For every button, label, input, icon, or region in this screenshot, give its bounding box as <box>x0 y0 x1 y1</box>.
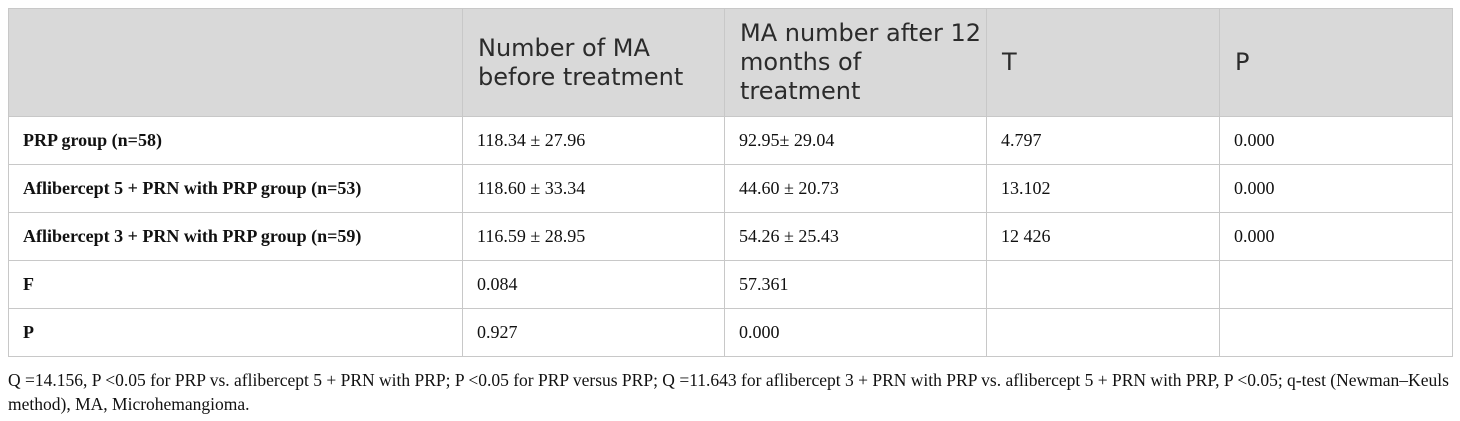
results-table: Number of MA before treatment MA number … <box>8 8 1453 357</box>
table-row: Aflibercept 5 + PRN with PRP group (n=53… <box>8 164 1453 213</box>
header-cell-ma-before: Number of MA before treatment <box>462 8 725 117</box>
table-row: PRP group (n=58) 118.34 ± 27.96 92.95± 2… <box>8 116 1453 165</box>
table-cell <box>986 260 1220 309</box>
table-row: P 0.927 0.000 <box>8 308 1453 357</box>
table-row: Aflibercept 3 + PRN with PRP group (n=59… <box>8 212 1453 261</box>
table-cell: 116.59 ± 28.95 <box>462 212 725 261</box>
header-cell-ma-after: MA number after 12 months of treatment <box>724 8 987 117</box>
header-cell-group <box>8 8 463 117</box>
table-cell <box>986 308 1220 357</box>
table-cell: 13.102 <box>986 164 1220 213</box>
table-cell: 4.797 <box>986 116 1220 165</box>
table-cell: 0.084 <box>462 260 725 309</box>
table-cell: 118.60 ± 33.34 <box>462 164 725 213</box>
header-cell-p: P <box>1219 8 1453 117</box>
table-cell: 118.34 ± 27.96 <box>462 116 725 165</box>
row-label: Aflibercept 3 + PRN with PRP group (n=59… <box>8 212 463 261</box>
table-cell: 0.927 <box>462 308 725 357</box>
table-cell <box>1219 260 1453 309</box>
table-cell: 0.000 <box>1219 116 1453 165</box>
table-cell: 44.60 ± 20.73 <box>724 164 987 213</box>
row-label: F <box>8 260 463 309</box>
table-cell: 54.26 ± 25.43 <box>724 212 987 261</box>
table-cell: 0.000 <box>724 308 987 357</box>
table-cell: 12 426 <box>986 212 1220 261</box>
table-footnote: Q =14.156, P <0.05 for PRP vs. afliberce… <box>8 370 1449 414</box>
row-label: P <box>8 308 463 357</box>
row-label: PRP group (n=58) <box>8 116 463 165</box>
table-cell: 92.95± 29.04 <box>724 116 987 165</box>
table-cell: 57.361 <box>724 260 987 309</box>
table-cell: 0.000 <box>1219 212 1453 261</box>
header-cell-t: T <box>986 8 1220 117</box>
row-label: Aflibercept 5 + PRN with PRP group (n=53… <box>8 164 463 213</box>
table-cell <box>1219 308 1453 357</box>
table-row: F 0.084 57.361 <box>8 260 1453 309</box>
header-row: Number of MA before treatment MA number … <box>8 8 1453 117</box>
table-cell: 0.000 <box>1219 164 1453 213</box>
results-table-container: Number of MA before treatment MA number … <box>8 8 1453 357</box>
